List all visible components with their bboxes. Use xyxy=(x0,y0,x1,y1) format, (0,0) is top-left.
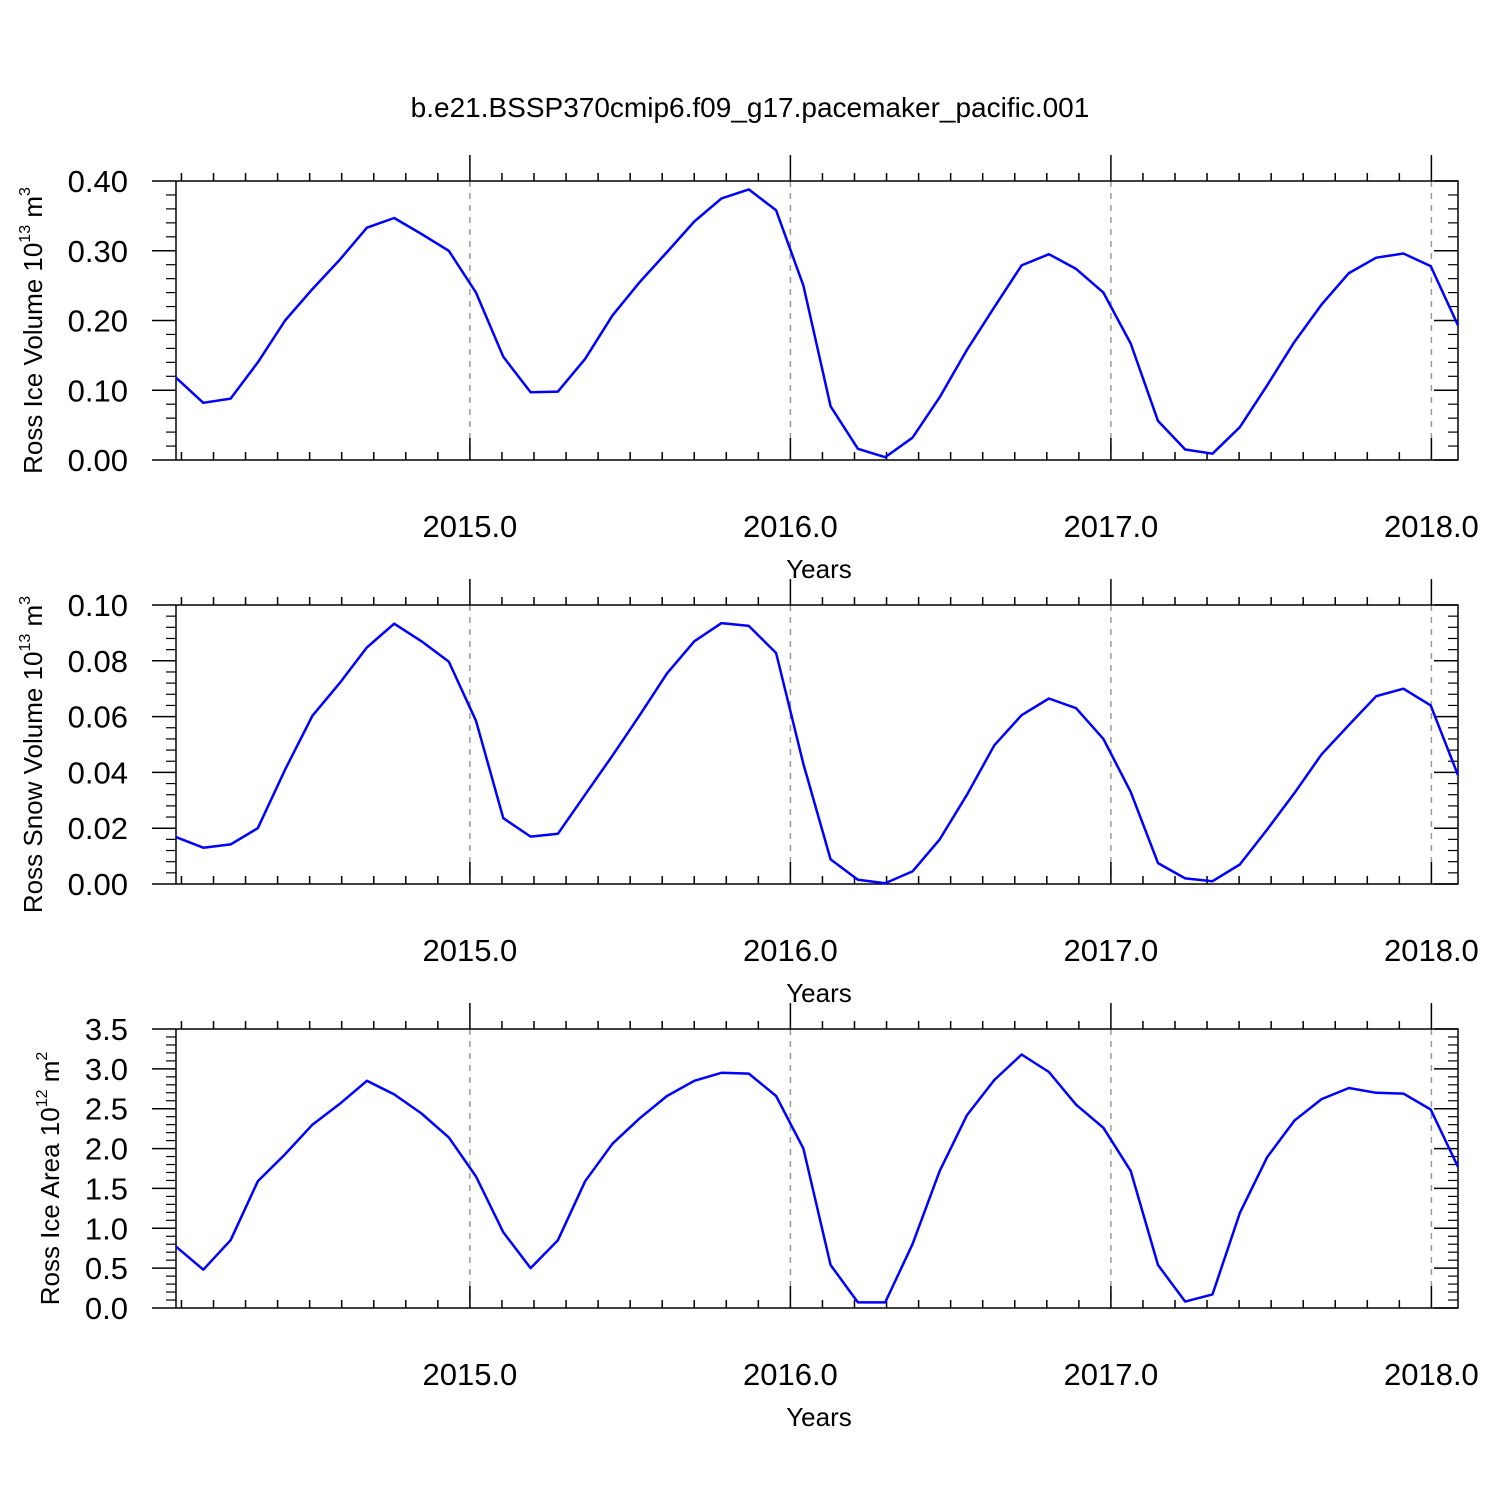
y-axis-title-unit: m xyxy=(18,196,48,225)
plot-frame xyxy=(175,1028,1459,1309)
x-axis-title: Years xyxy=(786,978,852,1008)
y-axis-title: Ross Snow Volume 1013 m3 xyxy=(17,596,48,913)
x-tick-label: 2017.0 xyxy=(1063,933,1158,968)
y-axis-title-unit-exponent: 3 xyxy=(17,596,34,605)
y-tick-label: 0.10 xyxy=(68,588,128,623)
y-tick-label: 0.00 xyxy=(68,867,128,902)
chart-panel-2: 2015.0 2016.0 2017.0 2018.0 Years 0.00 0.02 0.0… xyxy=(17,579,1479,1008)
x-axis-title: Years xyxy=(786,1402,852,1432)
page-title: b.e21.BSSP370cmip6.f09_g17.pacemaker_pac… xyxy=(411,92,1090,123)
x-tick-label: 2018.0 xyxy=(1384,509,1479,544)
x-tick-label: 2016.0 xyxy=(743,1357,838,1392)
y-tick-label: 0.40 xyxy=(68,164,128,199)
y-axis-title-unit-exponent: 2 xyxy=(34,1052,51,1061)
y-tick-label: 1.0 xyxy=(85,1211,128,1246)
plot-frame xyxy=(175,180,1459,461)
y-tick-label: 0.10 xyxy=(68,373,128,408)
plot-frame xyxy=(175,604,1459,885)
x-tick-label: 2016.0 xyxy=(743,509,838,544)
x-tick-label: 2015.0 xyxy=(422,509,517,544)
y-tick-label: 0.00 xyxy=(68,443,128,478)
y-axis-title-main: Ross Snow Volume 10 xyxy=(18,652,48,914)
y-axis-title: Ross Ice Volume 1013 m3 xyxy=(17,187,48,474)
y-tick-label: 1.5 xyxy=(85,1171,128,1206)
y-axis-title-unit-exponent: 3 xyxy=(17,187,34,196)
y-tick-label: 0.06 xyxy=(68,700,128,735)
x-axis-title: Years xyxy=(786,554,852,584)
y-tick-label: 3.0 xyxy=(85,1052,128,1087)
x-tick-label: 2017.0 xyxy=(1063,1357,1158,1392)
y-tick-label: 0.02 xyxy=(68,811,128,846)
y-axis-title-unit: m xyxy=(18,605,48,634)
chart-panel-1: 2015.0 2016.0 2017.0 2018.0 Years 0.00 0.10 0.2… xyxy=(17,155,1479,584)
y-axis-title-exponent: 13 xyxy=(17,634,34,652)
x-tick-label: 2015.0 xyxy=(422,933,517,968)
series-line-0 xyxy=(175,1053,1460,1304)
y-axis-title-exponent: 13 xyxy=(17,225,34,243)
y-tick-label: 0.20 xyxy=(68,304,128,339)
panels: 2015.0 2016.0 2017.0 2018.0 Years 0.00 0.10 0.2… xyxy=(17,155,1479,1432)
y-tick-label: 2.0 xyxy=(85,1132,128,1167)
y-axis-title-main: Ross Ice Area 10 xyxy=(35,1107,65,1305)
x-tick-label: 2018.0 xyxy=(1384,933,1479,968)
y-axis-title: Ross Ice Area 1012 m2 xyxy=(34,1052,65,1306)
y-tick-label: 0.5 xyxy=(85,1251,128,1286)
series-line-0 xyxy=(175,621,1460,885)
x-tick-label: 2015.0 xyxy=(422,1357,517,1392)
y-axis-title-main: Ross Ice Volume 10 xyxy=(18,243,48,474)
y-tick-label: 0.04 xyxy=(68,755,128,790)
y-tick-label: 0.0 xyxy=(85,1291,128,1326)
series-line-0 xyxy=(175,188,1460,459)
x-tick-label: 2018.0 xyxy=(1384,1357,1479,1392)
x-tick-label: 2017.0 xyxy=(1063,509,1158,544)
chart-panel-3: 2015.0 2016.0 2017.0 2018.0 Years 0.0 0.5 1.0 1.… xyxy=(34,1003,1479,1432)
x-tick-label: 2016.0 xyxy=(743,933,838,968)
y-tick-label: 3.5 xyxy=(85,1012,128,1047)
y-tick-label: 2.5 xyxy=(85,1092,128,1127)
y-tick-label: 0.08 xyxy=(68,644,128,679)
y-axis-title-exponent: 12 xyxy=(34,1089,51,1107)
y-tick-label: 0.30 xyxy=(68,234,128,269)
y-axis-title-unit: m xyxy=(35,1061,65,1090)
